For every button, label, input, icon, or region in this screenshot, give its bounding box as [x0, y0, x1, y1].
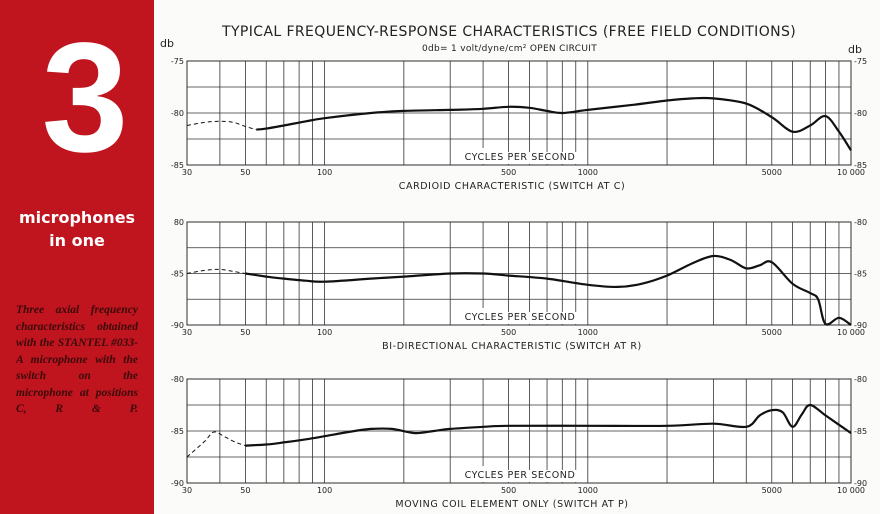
red-side-panel [0, 0, 154, 514]
reference-subtitle: 0db= 1 volt/dyne/cm² OPEN CIRCUIT [422, 44, 597, 54]
x-tick-label: 100 [317, 328, 332, 337]
y-tick-label-right: -75 [854, 57, 867, 66]
x-tick-label: 500 [501, 328, 516, 337]
response-curve-dashed [186, 120, 257, 131]
x-tick-label: 50 [240, 168, 250, 177]
x-tick-label: 100 [317, 486, 332, 495]
bidirectional-caption: BI-DIRECTIONAL CHARACTERISTIC (SWITCH AT… [382, 341, 642, 352]
cps-box [456, 308, 583, 324]
y-tick-label-left: -85 [171, 161, 184, 170]
y-tick-label-left: -90 [171, 321, 184, 330]
y-tick-label-left: -80 [171, 109, 184, 118]
y-tick-label-right: -90 [854, 479, 867, 488]
cps-box [456, 148, 583, 164]
x-tick-label: 1000 [578, 486, 598, 495]
db-unit-left: db [160, 37, 174, 50]
x-tick-label: 1000 [578, 168, 598, 177]
cardioid-chart: CYCLES PER SECOND 30 50 100 500 1000 5000 10 00… [171, 57, 867, 192]
big-number-3: 3 [41, 11, 129, 185]
main-title: TYPICAL FREQUENCY-RESPONSE CHARACTERISTI… [222, 24, 797, 40]
x-tick-label: 100 [317, 168, 332, 177]
xlabel-cycles-per-second: CYCLES PER SECOND [465, 312, 576, 323]
response-curve [245, 403, 852, 447]
y-tick-label-right: -80 [854, 218, 867, 227]
x-tick-label: 50 [240, 486, 250, 495]
y-tick-label-right: -85 [854, 161, 867, 170]
x-tick-label: 10 000 [837, 168, 865, 177]
x-tick-label: 10 000 [837, 328, 865, 337]
x-tick-label: 1000 [578, 328, 598, 337]
moving-coil-caption: MOVING COIL ELEMENT ONLY (SWITCH AT P) [395, 499, 628, 510]
y-tick-label-right: -90 [854, 321, 867, 330]
response-curve-dashed [186, 431, 246, 458]
y-tick-label-right: -85 [854, 270, 867, 279]
y-tick-label-left: -85 [171, 427, 184, 436]
y-tick-label-left: -90 [171, 479, 184, 488]
moving-coil-chart: CYCLES PER SECOND 30 50 100 500 1000 5000 10 00… [171, 375, 867, 510]
x-tick-label: 50 [240, 328, 250, 337]
bidirectional-chart: CYCLES PER SECOND 30 50 100 500 1000 5000 10 00… [171, 218, 867, 352]
panel-title: microphones in one [0, 206, 154, 252]
x-tick-label: 30 [182, 168, 192, 177]
x-tick-label: 5000 [762, 486, 782, 495]
y-tick-label-right: -85 [854, 427, 867, 436]
x-tick-label: 5000 [762, 168, 782, 177]
cardioid-caption: CARDIOID CHARACTERISTIC (SWITCH AT C) [399, 181, 626, 192]
y-tick-label-right: -80 [854, 109, 867, 118]
xlabel-cycles-per-second: CYCLES PER SECOND [465, 470, 576, 481]
response-curve [245, 254, 852, 326]
cps-box [456, 466, 583, 482]
db-unit-right: db [848, 43, 862, 56]
panel-title-line1: microphones [18, 208, 136, 227]
panel-title-line2: in one [49, 231, 105, 250]
x-tick-label: 30 [182, 486, 192, 495]
response-curve [256, 96, 852, 151]
y-tick-label-left: 80 [174, 218, 184, 227]
x-tick-label: 500 [501, 168, 516, 177]
x-tick-label: 30 [182, 328, 192, 337]
y-tick-label-left: -80 [171, 375, 184, 384]
y-tick-label-right: -80 [854, 375, 867, 384]
y-tick-label-left: -75 [171, 57, 184, 66]
x-tick-label: 500 [501, 486, 516, 495]
xlabel-cycles-per-second: CYCLES PER SECOND [465, 152, 576, 163]
response-curve-dashed [186, 268, 246, 274]
x-tick-label: 10 000 [837, 486, 865, 495]
x-tick-label: 5000 [762, 328, 782, 337]
panel-description: Three axial frequency characteristics ob… [16, 304, 138, 415]
y-tick-label-left: -85 [171, 270, 184, 279]
